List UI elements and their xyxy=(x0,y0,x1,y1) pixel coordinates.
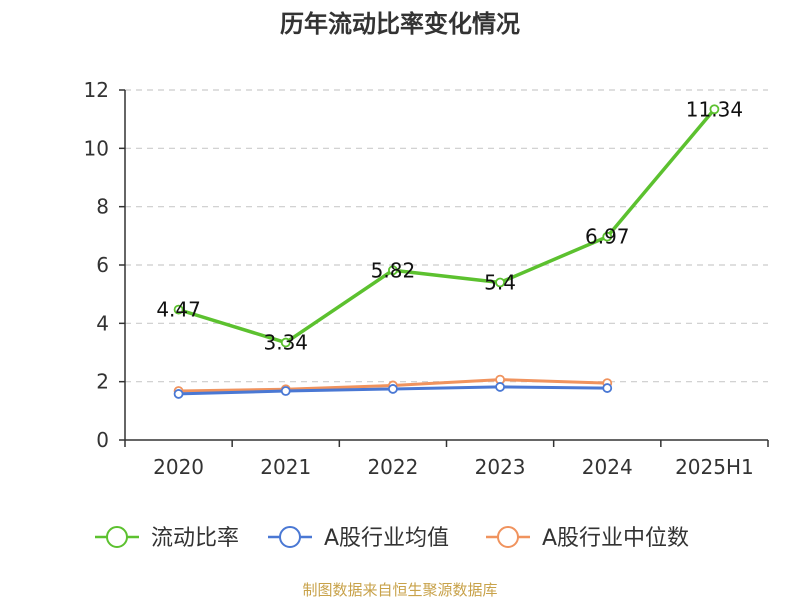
data-point[interactable] xyxy=(173,304,184,315)
data-point[interactable] xyxy=(709,104,720,115)
y-tick-label: 0 xyxy=(96,428,109,452)
data-labels: 4.47 3.34 5.82 5.4 6.97 11.34 xyxy=(156,97,743,354)
data-point[interactable] xyxy=(495,277,505,288)
y-tick-label: 12 xyxy=(84,78,109,102)
series-0 xyxy=(173,104,720,348)
data-point[interactable] xyxy=(388,384,398,394)
y-tick-label: 10 xyxy=(84,136,109,160)
x-tick-label: 2021 xyxy=(260,455,311,479)
data-label: 6.97 xyxy=(585,225,630,249)
data-point[interactable] xyxy=(173,389,184,399)
series-1 xyxy=(173,382,613,399)
x-tick-label: 2020 xyxy=(153,455,204,479)
chart-title: 历年流动比率变化情况 xyxy=(280,10,520,38)
data-point[interactable] xyxy=(280,386,291,396)
legend-marker xyxy=(497,526,519,548)
y-tick-label: 6 xyxy=(96,253,109,277)
x-tick-label: 2025H1 xyxy=(675,455,754,479)
x-tick-label: 2023 xyxy=(475,455,526,479)
legend-marker xyxy=(106,526,128,548)
y-tick-label: 2 xyxy=(96,370,109,394)
data-label: 5.82 xyxy=(371,258,416,282)
data-point[interactable] xyxy=(602,383,613,393)
data-label: 4.47 xyxy=(156,298,201,322)
x-tick-label: 2022 xyxy=(367,455,418,479)
data-point[interactable] xyxy=(495,382,505,392)
series-group xyxy=(173,104,720,399)
legend[interactable]: 流动比率 A股行业均值 A股行业中位数 xyxy=(95,526,689,551)
data-label: 3.34 xyxy=(263,331,308,355)
data-point[interactable] xyxy=(280,337,291,348)
series-line xyxy=(178,108,716,345)
legend-label: A股行业中位数 xyxy=(542,526,689,551)
legend-item-2[interactable]: A股行业中位数 xyxy=(486,526,689,551)
legend-marker xyxy=(279,526,301,548)
axes: 0 2 4 6 8 10 12 2020 2021 2022 2023 2024 2025H1 xyxy=(84,78,769,479)
x-tick-label: 2024 xyxy=(582,455,633,479)
y-tick-label: 4 xyxy=(96,311,109,335)
data-label: 5.4 xyxy=(484,271,516,295)
data-label: 11.34 xyxy=(686,97,743,121)
legend-label: 流动比率 xyxy=(151,526,239,551)
legend-item-1[interactable]: A股行业均值 xyxy=(268,526,449,551)
source-note: 制图数据来自恒生聚源数据库 xyxy=(302,581,497,599)
legend-label: A股行业均值 xyxy=(324,526,449,551)
y-tick-label: 8 xyxy=(96,195,109,219)
data-point[interactable] xyxy=(602,231,613,242)
legend-item-0[interactable]: 流动比率 xyxy=(95,526,239,551)
grid xyxy=(125,89,768,383)
data-point[interactable] xyxy=(388,265,398,276)
